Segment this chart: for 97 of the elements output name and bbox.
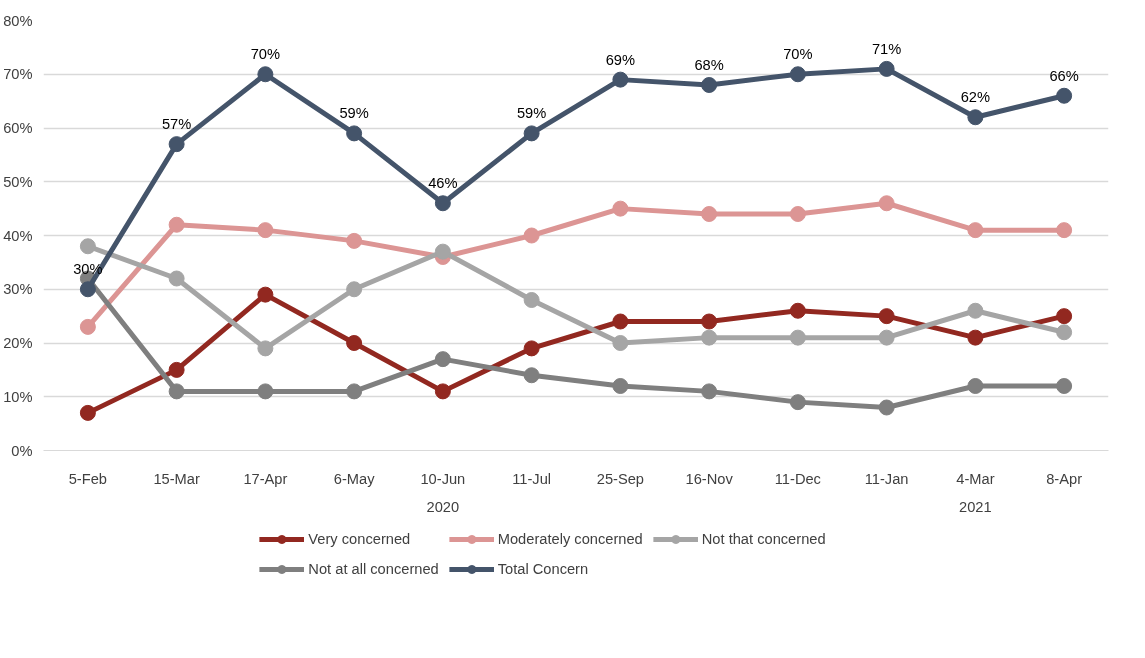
point <box>967 222 984 239</box>
point <box>967 378 984 394</box>
point <box>878 329 895 346</box>
point <box>523 227 540 244</box>
point <box>523 340 540 357</box>
legend-label: Total Concern <box>497 561 589 577</box>
point <box>612 71 629 88</box>
point <box>789 394 806 411</box>
point <box>168 136 185 153</box>
data-label: 71% <box>871 40 902 57</box>
y-tick-label: 40% <box>3 227 33 244</box>
point <box>1056 222 1073 239</box>
y-tick-label: 10% <box>3 388 33 405</box>
point <box>346 232 363 249</box>
point <box>79 318 96 335</box>
point <box>523 367 540 384</box>
point <box>967 302 984 319</box>
legend-label: Not at all concerned <box>308 561 439 577</box>
data-label: 70% <box>783 46 813 63</box>
x-tick-label: 25-Sep <box>596 470 645 487</box>
text: 2020 <box>426 498 460 515</box>
point <box>612 313 629 330</box>
x-tick-label: 5-Feb <box>68 470 108 487</box>
point <box>789 66 806 83</box>
data-label: 68% <box>694 57 724 73</box>
point <box>434 243 451 260</box>
data-label: 70% <box>250 46 281 63</box>
point <box>1056 378 1073 394</box>
x-tick-label: 6-May <box>333 470 376 487</box>
point <box>878 60 895 77</box>
point <box>878 399 895 416</box>
x-tick-label: 10-Jun <box>420 470 466 487</box>
x-tick-label: 8-Apr <box>1046 470 1083 487</box>
point <box>79 238 96 255</box>
point <box>257 222 274 239</box>
point <box>257 340 274 357</box>
point <box>257 66 274 83</box>
data-label: 69% <box>605 51 636 68</box>
x-tick-label: 11-Jul <box>512 470 552 487</box>
point <box>257 383 274 400</box>
point <box>523 292 540 308</box>
point <box>878 308 895 325</box>
point <box>346 335 363 351</box>
point <box>168 216 185 233</box>
point <box>701 313 718 330</box>
legend-label: Not that concerned <box>701 531 826 547</box>
y-tick-label: 0% <box>11 442 33 459</box>
point <box>701 329 718 346</box>
point <box>79 404 96 421</box>
data-label: 59% <box>516 105 547 122</box>
legend-label: Very concerned <box>308 531 411 547</box>
data-label: 57% <box>161 116 192 133</box>
point <box>346 125 363 142</box>
data-label: 46% <box>428 175 458 192</box>
data-label: 59% <box>339 105 369 122</box>
x-tick-label: 11-Jan <box>864 470 909 487</box>
point <box>168 383 185 400</box>
x-tick-label: 16-Nov <box>685 470 734 487</box>
x-tick-label: 11-Dec <box>774 470 821 487</box>
point <box>434 383 451 400</box>
point <box>257 286 274 303</box>
point <box>612 378 629 394</box>
y-tick-label: 30% <box>3 281 33 298</box>
data-label: 66% <box>1049 67 1079 84</box>
point <box>701 77 718 93</box>
data-label: 62% <box>960 89 991 106</box>
point <box>1056 87 1073 104</box>
point <box>1056 308 1073 325</box>
point <box>789 329 806 346</box>
point <box>789 206 806 222</box>
legend-label: Moderately concerned <box>497 531 643 547</box>
point <box>168 270 185 287</box>
point <box>346 281 363 298</box>
point <box>346 383 363 400</box>
point <box>168 361 185 378</box>
y-tick-label: 80% <box>3 12 33 29</box>
point <box>789 302 806 319</box>
point <box>967 109 984 126</box>
y-tick-label: 50% <box>3 173 33 190</box>
point <box>612 200 629 217</box>
point <box>1056 324 1073 341</box>
y-tick-label: 70% <box>3 66 33 83</box>
point <box>612 335 629 351</box>
x-tick-label: 15-Mar <box>153 470 200 487</box>
point <box>878 195 895 212</box>
x-tick-label: 4-Mar <box>956 470 995 487</box>
y-tick-label: 60% <box>3 120 33 136</box>
x-tick-label: 17-Apr <box>243 470 288 487</box>
y-tick-label: 20% <box>3 335 33 351</box>
point <box>701 206 718 222</box>
point <box>79 281 96 298</box>
point <box>967 329 984 346</box>
point <box>434 351 451 368</box>
point <box>434 195 451 212</box>
point <box>523 125 540 142</box>
point <box>701 383 718 400</box>
text: 2021 <box>959 498 992 515</box>
